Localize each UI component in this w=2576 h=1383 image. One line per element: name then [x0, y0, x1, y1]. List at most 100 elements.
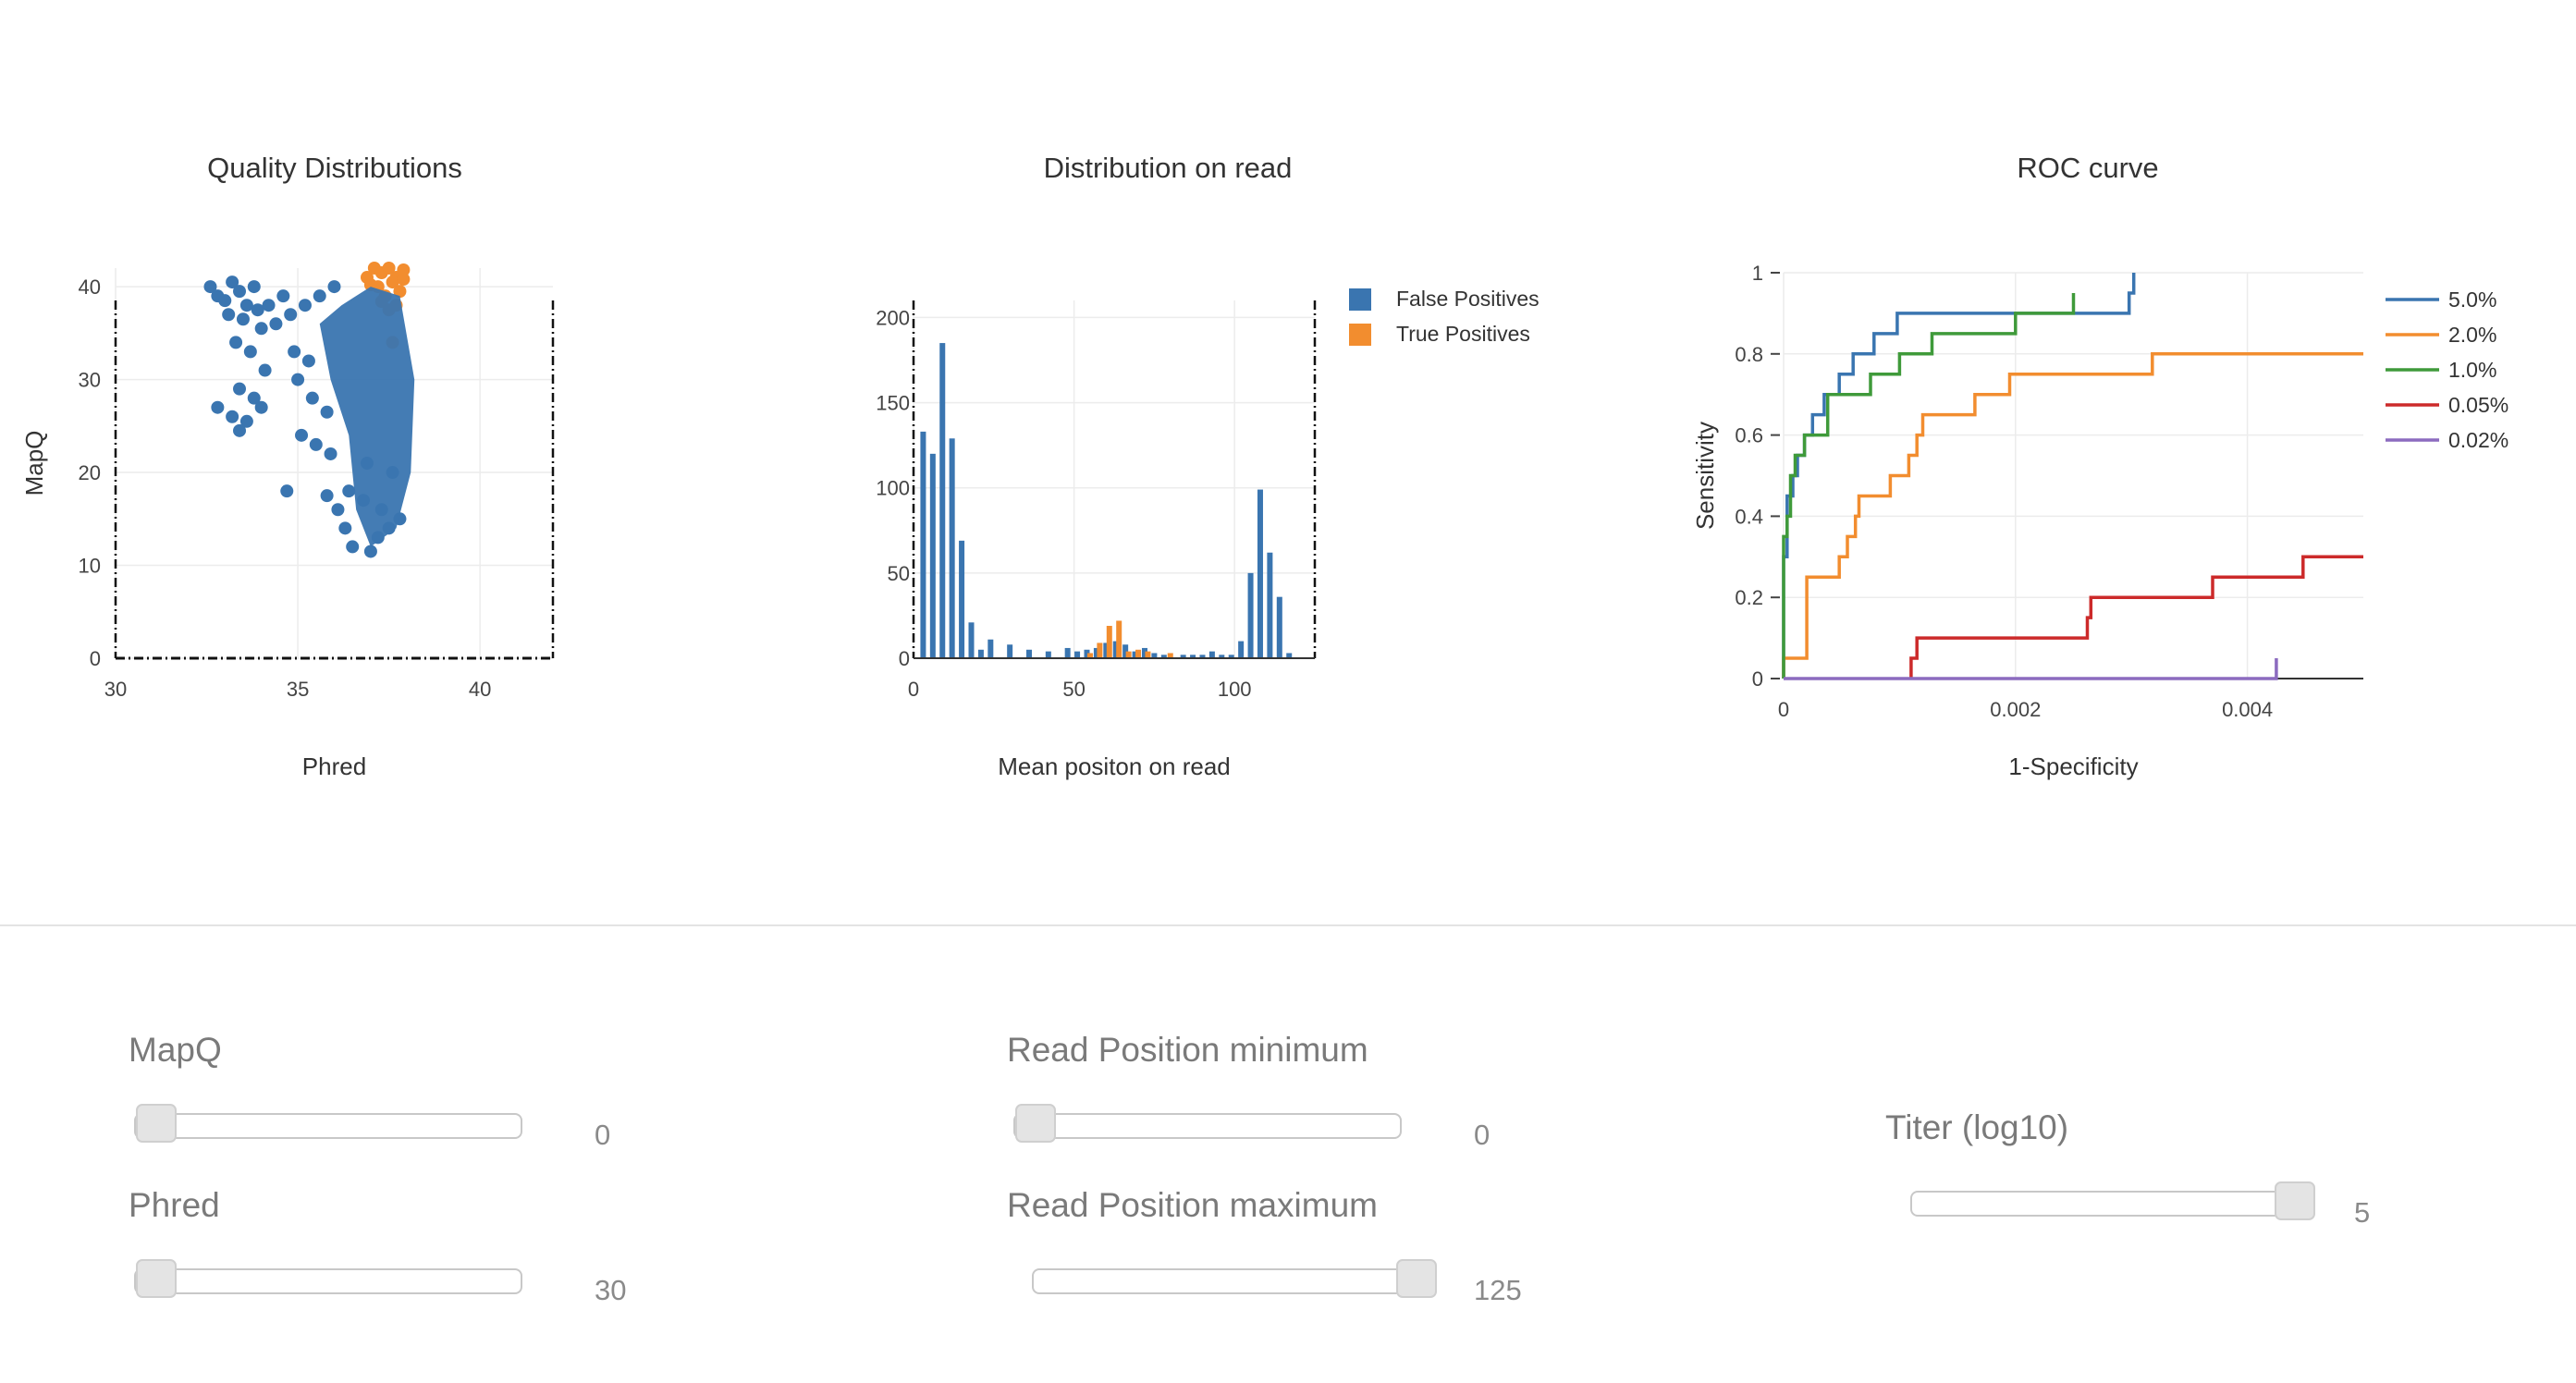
false-positive-bar — [1219, 655, 1225, 658]
legend-label: 0.05% — [2448, 393, 2509, 417]
true-positive-point — [397, 263, 411, 277]
y-tick-label: 100 — [876, 477, 910, 500]
false-positive-point — [346, 540, 360, 554]
false-positive-point — [291, 373, 305, 386]
read-max-slider-handle[interactable] — [1396, 1259, 1437, 1298]
titer-slider[interactable] — [1910, 1181, 2315, 1220]
false-positive-bar — [1276, 596, 1282, 658]
false-positive-bar — [1257, 489, 1263, 658]
read-min-slider-handle[interactable] — [1015, 1104, 1056, 1143]
legend-label: True Positives — [1396, 322, 1530, 346]
false-positive-bar — [1132, 651, 1138, 658]
false-positive-point — [218, 294, 232, 308]
y-tick-label: 0.4 — [1735, 505, 1763, 528]
true-positive-point — [393, 285, 407, 299]
y-axis-label: MapQ — [20, 431, 48, 496]
y-tick-label: 30 — [79, 369, 101, 392]
false-positive-point — [233, 423, 247, 437]
x-tick-label: 0.002 — [1990, 698, 2041, 721]
titer-slider-handle[interactable] — [2275, 1181, 2315, 1220]
legend-swatch — [1349, 288, 1371, 311]
read-max-slider[interactable] — [1032, 1259, 1437, 1298]
false-positive-bar — [1151, 653, 1158, 658]
x-tick-label: 50 — [1062, 678, 1085, 701]
false-positive-bar — [1007, 644, 1013, 658]
false-positive-point — [320, 405, 334, 419]
false-positive-point — [236, 312, 250, 326]
x-tick-label: 0 — [908, 678, 919, 701]
y-tick-label: 0 — [899, 647, 910, 670]
false-positive-point — [305, 391, 319, 405]
phred-value: 30 — [595, 1274, 627, 1306]
read-max-value: 125 — [1474, 1274, 1522, 1306]
true-positive-point — [382, 262, 396, 275]
false-positive-point — [243, 345, 257, 359]
false-positive-bar — [968, 622, 975, 658]
phred-label: Phred — [129, 1186, 220, 1224]
mapq-slider-handle[interactable] — [136, 1104, 177, 1143]
x-tick-label: 35 — [287, 678, 309, 701]
read-min-slider[interactable] — [1013, 1104, 1402, 1143]
true-positive-bar — [1125, 651, 1132, 658]
true-positive-bar — [1086, 653, 1093, 658]
false-positive-bar — [1045, 651, 1051, 658]
false-positive-bar — [1112, 641, 1119, 658]
false-positive-point — [211, 400, 225, 414]
y-tick-label: 10 — [79, 555, 101, 578]
false-positive-bar — [1141, 647, 1147, 658]
false-positive-point — [229, 336, 243, 349]
legend-label: 5.0% — [2448, 288, 2496, 312]
false-positive-point — [222, 308, 236, 322]
phred-slider[interactable] — [134, 1259, 522, 1298]
false-positive-point — [247, 391, 261, 405]
y-tick-label: 20 — [79, 461, 101, 484]
false-positive-point — [226, 275, 239, 289]
false-positive-point — [247, 280, 261, 294]
false-positive-bar — [1267, 552, 1273, 658]
false-positive-bar — [1084, 649, 1090, 658]
y-tick-label: 0.6 — [1735, 424, 1763, 447]
true-positive-bar — [1167, 653, 1173, 658]
false-positive-point — [284, 308, 298, 322]
false-positive-cluster — [319, 287, 415, 547]
true-positive-point — [397, 273, 411, 287]
false-positive-bar — [939, 343, 946, 658]
false-positive-point — [324, 447, 337, 460]
false-positive-bar — [987, 639, 994, 658]
false-positive-bar — [1190, 655, 1196, 658]
roc-curve-chart: 0 0.002 0.004 0 0.2 0.4 0.6 0.8 1 ROC curve 1-Spec… — [1691, 152, 2509, 780]
true-positive-bar — [1106, 625, 1112, 658]
false-positive-point — [226, 410, 239, 423]
y-tick-label: 0.8 — [1735, 343, 1763, 366]
x-tick-label: 40 — [469, 678, 491, 701]
false-positive-bar — [1160, 655, 1167, 658]
false-positive-point — [233, 285, 247, 299]
false-positive-bar — [949, 438, 955, 658]
false-positive-bar — [1238, 641, 1245, 658]
legend-label: 1.0% — [2448, 358, 2496, 382]
y-tick-label: 1 — [1752, 262, 1763, 285]
false-positive-bar — [1074, 651, 1081, 658]
y-tick-label: 0 — [90, 647, 101, 670]
false-positive-point — [276, 289, 290, 303]
false-positive-point — [233, 382, 247, 396]
y-tick-label: 40 — [79, 275, 101, 299]
y-tick-label: 150 — [876, 392, 910, 415]
titer-value: 5 — [2354, 1196, 2371, 1229]
false-positive-bar — [959, 540, 965, 658]
x-tick-label: 30 — [104, 678, 127, 701]
roc-line-005 — [1909, 555, 2363, 679]
false-positive-point — [298, 299, 312, 312]
false-positive-bar — [1199, 655, 1206, 658]
false-positive-point — [309, 437, 323, 451]
mapq-slider[interactable] — [134, 1104, 522, 1143]
false-positive-point — [269, 317, 283, 331]
phred-slider-handle[interactable] — [136, 1259, 177, 1298]
x-axis-label: 1-Specificity — [2008, 753, 2138, 780]
false-positive-bar — [920, 431, 926, 658]
x-tick-label: 0.004 — [2222, 698, 2273, 721]
true-positive-bar — [1135, 649, 1142, 658]
false-positive-bar — [1180, 655, 1186, 658]
false-positive-point — [239, 414, 253, 428]
